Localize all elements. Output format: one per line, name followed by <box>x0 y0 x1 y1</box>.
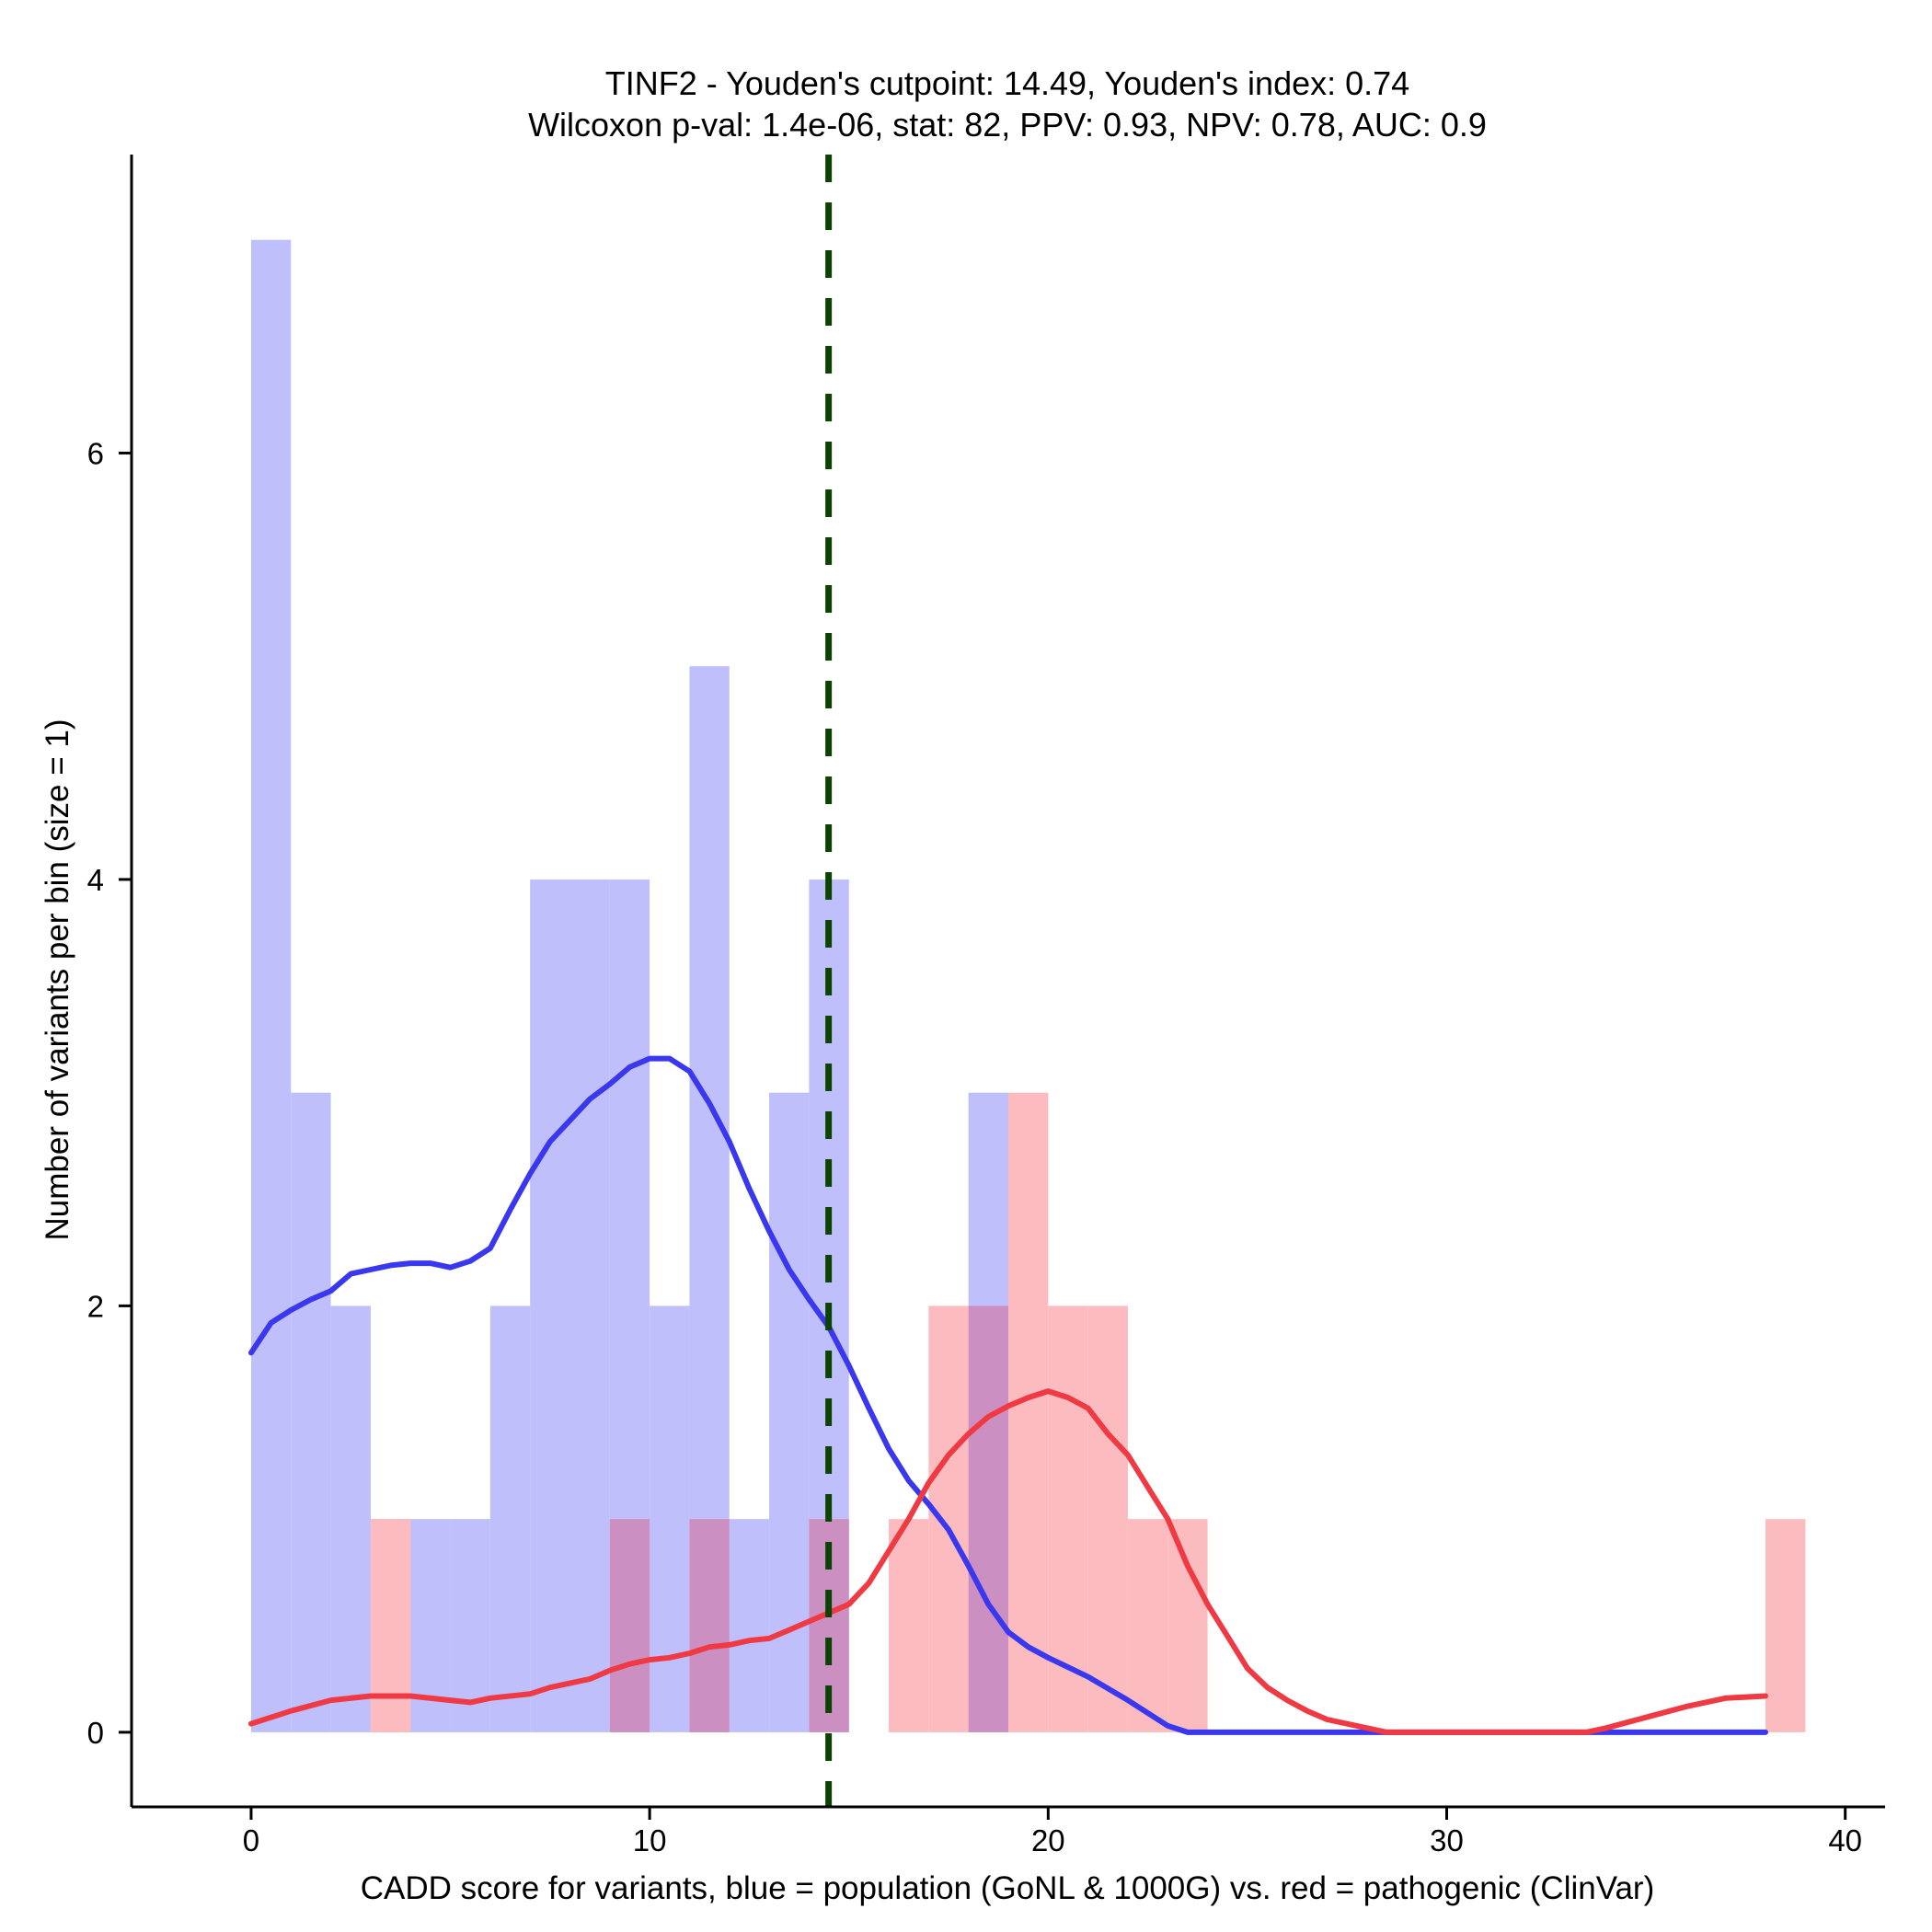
population-bar-5 <box>450 1519 490 1732</box>
pathogenic-density-curve <box>248 1388 1768 1735</box>
population-bar-6 <box>489 1305 531 1732</box>
population-bar-8 <box>569 879 610 1732</box>
y-axis-label: Number of variants per bin (size = 1) <box>40 719 75 1240</box>
pathogenic-bar-9 <box>1087 1305 1128 1732</box>
chart-title-line1: TINF2 - Youden's cutpoint: 14.49, Youden… <box>605 64 1409 102</box>
population-bar-1 <box>291 1092 331 1732</box>
y-tick-label-0: 0 <box>87 1716 104 1750</box>
population-density-curve <box>248 1055 1768 1735</box>
population-bar-12 <box>729 1519 770 1732</box>
x-tick-label-40: 40 <box>1828 1823 1862 1857</box>
y-axis-ticks: 0 2 4 6 <box>87 436 132 1750</box>
pathogenic-bar-12 <box>1765 1519 1806 1732</box>
x-tick-label-20: 20 <box>1031 1823 1065 1857</box>
pathogenic-bar-5 <box>928 1305 969 1732</box>
overlap-bar-4 <box>968 1305 1008 1732</box>
pathogenic-bar-4 <box>889 1519 929 1732</box>
population-bar-7 <box>530 879 570 1732</box>
x-axis-label: CADD score for variants, blue = populati… <box>361 1870 1655 1906</box>
y-tick-label-6: 6 <box>87 436 104 470</box>
overlap-bar-0 <box>370 1519 411 1732</box>
x-axis-ticks: 0 10 20 30 40 <box>243 1807 1862 1857</box>
y-tick-label-2: 2 <box>87 1289 104 1323</box>
overlap-bar-2 <box>689 1519 730 1732</box>
population-bar-10 <box>650 1305 690 1732</box>
y-tick-label-4: 4 <box>87 863 104 897</box>
x-tick-label-0: 0 <box>243 1823 259 1857</box>
chart-title-line2: Wilcoxon p-val: 1.4e-06, stat: 82, PPV: … <box>528 106 1487 144</box>
pathogenic-bar-11 <box>1167 1519 1208 1732</box>
population-bar-2 <box>330 1305 371 1732</box>
x-tick-label-10: 10 <box>633 1823 667 1857</box>
population-bar-0 <box>250 239 292 1732</box>
x-tick-label-30: 30 <box>1430 1823 1464 1857</box>
pathogenic-bar-7 <box>1008 1092 1049 1732</box>
pathogenic-bar-10 <box>1127 1519 1168 1732</box>
overlap-bar-1 <box>609 1519 650 1732</box>
